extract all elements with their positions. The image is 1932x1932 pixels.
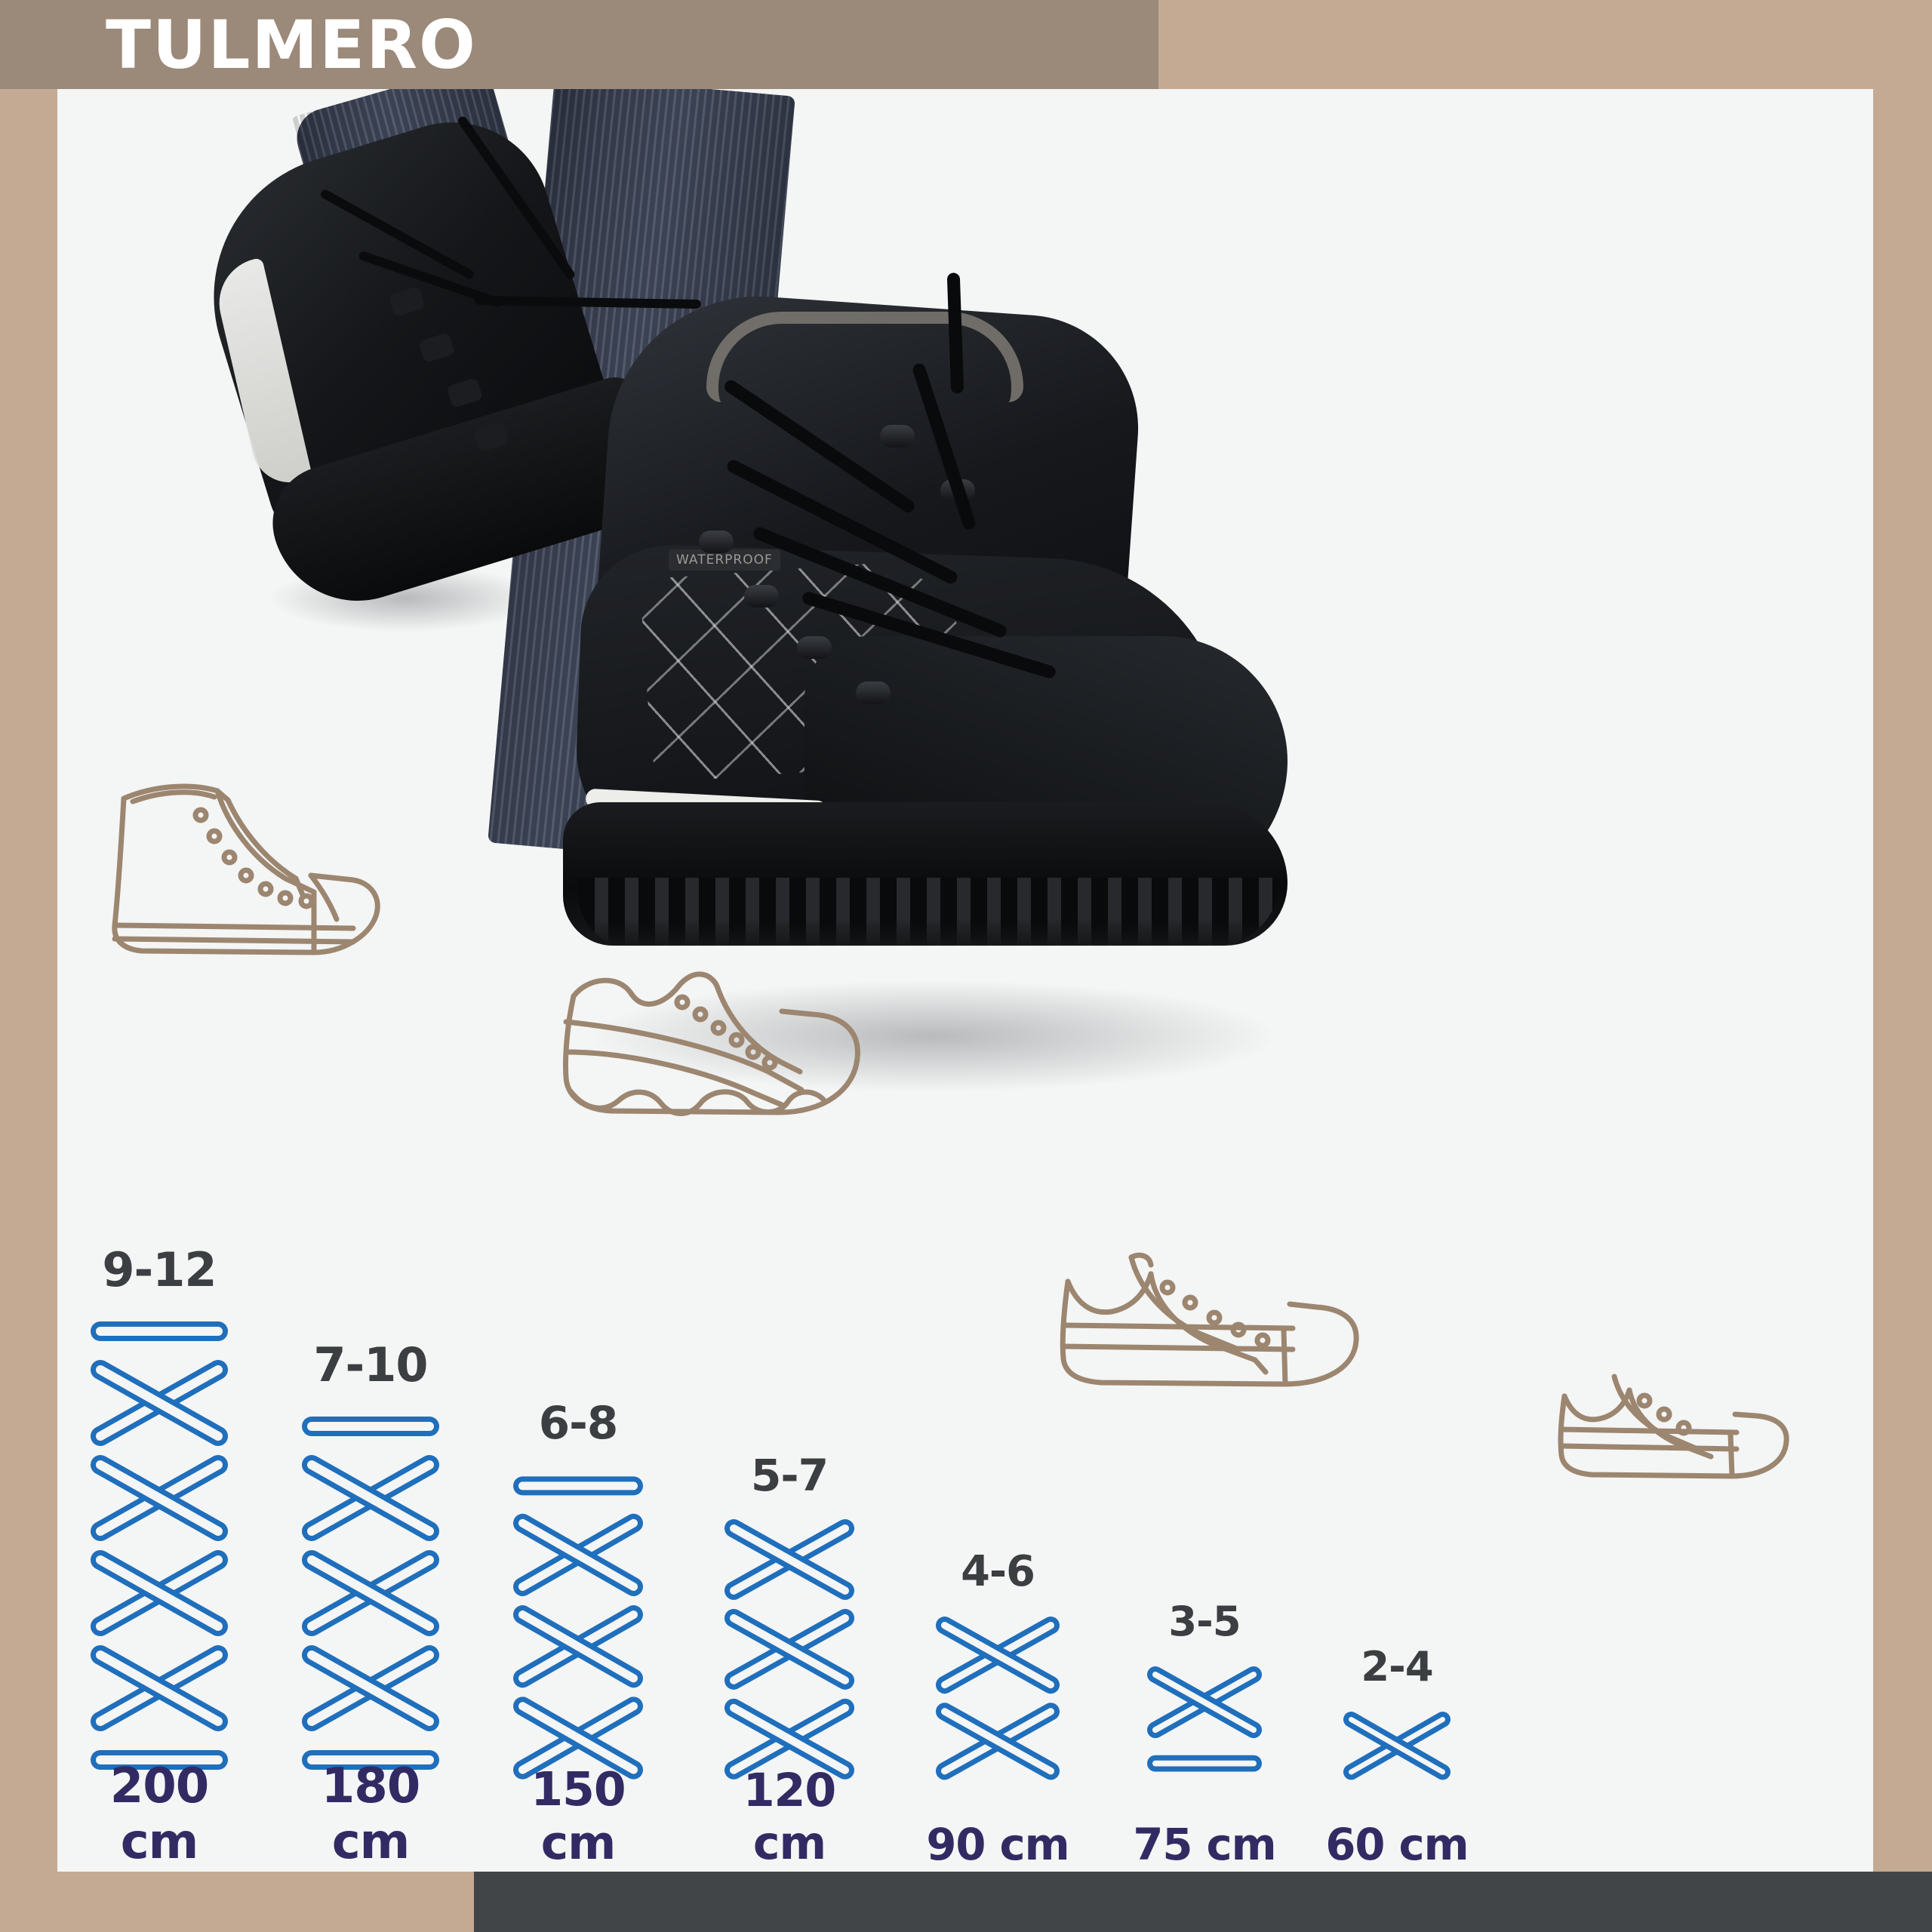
lace-diagram: [936, 1616, 1060, 1780]
lace-size-column: 4-6 90 cm: [926, 1546, 1069, 1870]
lace-diagram: [724, 1519, 854, 1780]
lace-size-column: 7-10 180 cm: [299, 1337, 442, 1870]
low-top-sneaker-small-icon: [1555, 1372, 1804, 1493]
trail-running-shoe-icon: [555, 957, 872, 1131]
eyelet-pair-count: 2-4: [1361, 1641, 1434, 1690]
lace-length-chart: 9-12 200 cm 7-10 180 cm 6-8 150 cm 5-7 120 cm 4-…: [57, 1131, 1873, 1870]
low-top-sneaker-icon: [1057, 1251, 1382, 1402]
footer-bar: [474, 1872, 1932, 1932]
lace-diagram: [1147, 1666, 1262, 1772]
lace-diagram: [513, 1476, 643, 1780]
lace-length-label: 150 cm: [531, 1763, 626, 1870]
eyelet-pair-count: 3-5: [1168, 1596, 1241, 1645]
eyelet-pair-count: 9-12: [102, 1242, 217, 1297]
eyelet-pair-count: 7-10: [313, 1337, 428, 1392]
lace-length-label: 90 cm: [926, 1820, 1069, 1870]
eyelet-pair-count: 5-7: [750, 1450, 829, 1502]
high-top-sneaker-icon: [88, 768, 389, 972]
lace-size-column: 6-8 150 cm: [510, 1398, 646, 1870]
lace-size-column: 2-4 60 cm: [1325, 1641, 1469, 1870]
boot-right: WATERPROOF: [555, 272, 1310, 1059]
lace-diagram: [302, 1417, 439, 1770]
lace-size-column: 5-7 120 cm: [721, 1450, 857, 1870]
lace-diagram: [1343, 1711, 1451, 1780]
eyelet-pair-count: 6-8: [538, 1398, 619, 1451]
content-panel: WATERPROOF: [57, 89, 1873, 1872]
lace-size-column: 9-12 200 cm: [88, 1242, 231, 1870]
eyelet-pair-count: 4-6: [961, 1546, 1035, 1596]
lace-size-column: 3-5 75 cm: [1133, 1596, 1276, 1870]
lace-length-label: 180 cm: [321, 1758, 421, 1870]
lace-length-label: 200 cm: [109, 1758, 210, 1870]
hero-photo: WATERPROOF: [57, 89, 1873, 1312]
brand-logo: TULMERO: [106, 6, 477, 84]
lace-diagram: [91, 1321, 228, 1770]
lace-length-label: 75 cm: [1133, 1820, 1276, 1870]
header-bar: [0, 0, 1158, 89]
lace-length-label: 120 cm: [743, 1764, 837, 1870]
lace-length-label: 60 cm: [1325, 1820, 1469, 1870]
